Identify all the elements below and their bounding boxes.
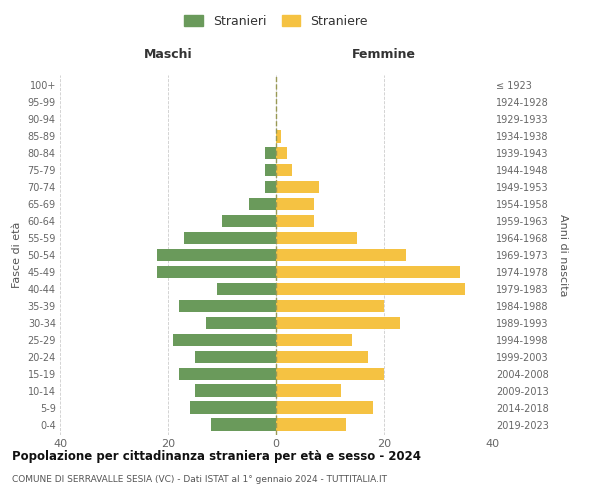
Bar [173,334,276,346]
Bar [265,164,276,176]
Bar [211,418,276,431]
Bar [206,316,276,330]
Bar [276,402,373,414]
Bar [222,214,276,228]
Bar [276,266,460,278]
Bar [276,334,352,346]
Text: Femmine: Femmine [352,48,416,60]
Bar [276,350,368,364]
Bar [276,214,314,228]
Bar [265,180,276,194]
Bar [276,418,346,431]
Bar [276,300,384,312]
Bar [276,316,400,330]
Bar [276,384,341,397]
Bar [179,368,276,380]
Bar [276,232,357,244]
Bar [276,248,406,262]
Text: Popolazione per cittadinanza straniera per età e sesso - 2024: Popolazione per cittadinanza straniera p… [12,450,421,463]
Bar [276,368,384,380]
Bar [276,282,465,296]
Bar [276,146,287,160]
Y-axis label: Fasce di età: Fasce di età [12,222,22,288]
Text: Maschi: Maschi [143,48,193,60]
Bar [157,248,276,262]
Text: COMUNE DI SERRAVALLE SESIA (VC) - Dati ISTAT al 1° gennaio 2024 - TUTTITALIA.IT: COMUNE DI SERRAVALLE SESIA (VC) - Dati I… [12,475,387,484]
Bar [217,282,276,296]
Y-axis label: Anni di nascita: Anni di nascita [559,214,568,296]
Bar [179,300,276,312]
Bar [190,402,276,414]
Bar [276,164,292,176]
Bar [276,198,314,210]
Bar [195,350,276,364]
Bar [184,232,276,244]
Bar [276,180,319,194]
Bar [276,130,281,142]
Legend: Stranieri, Straniere: Stranieri, Straniere [181,11,371,32]
Bar [265,146,276,160]
Bar [195,384,276,397]
Bar [157,266,276,278]
Bar [249,198,276,210]
